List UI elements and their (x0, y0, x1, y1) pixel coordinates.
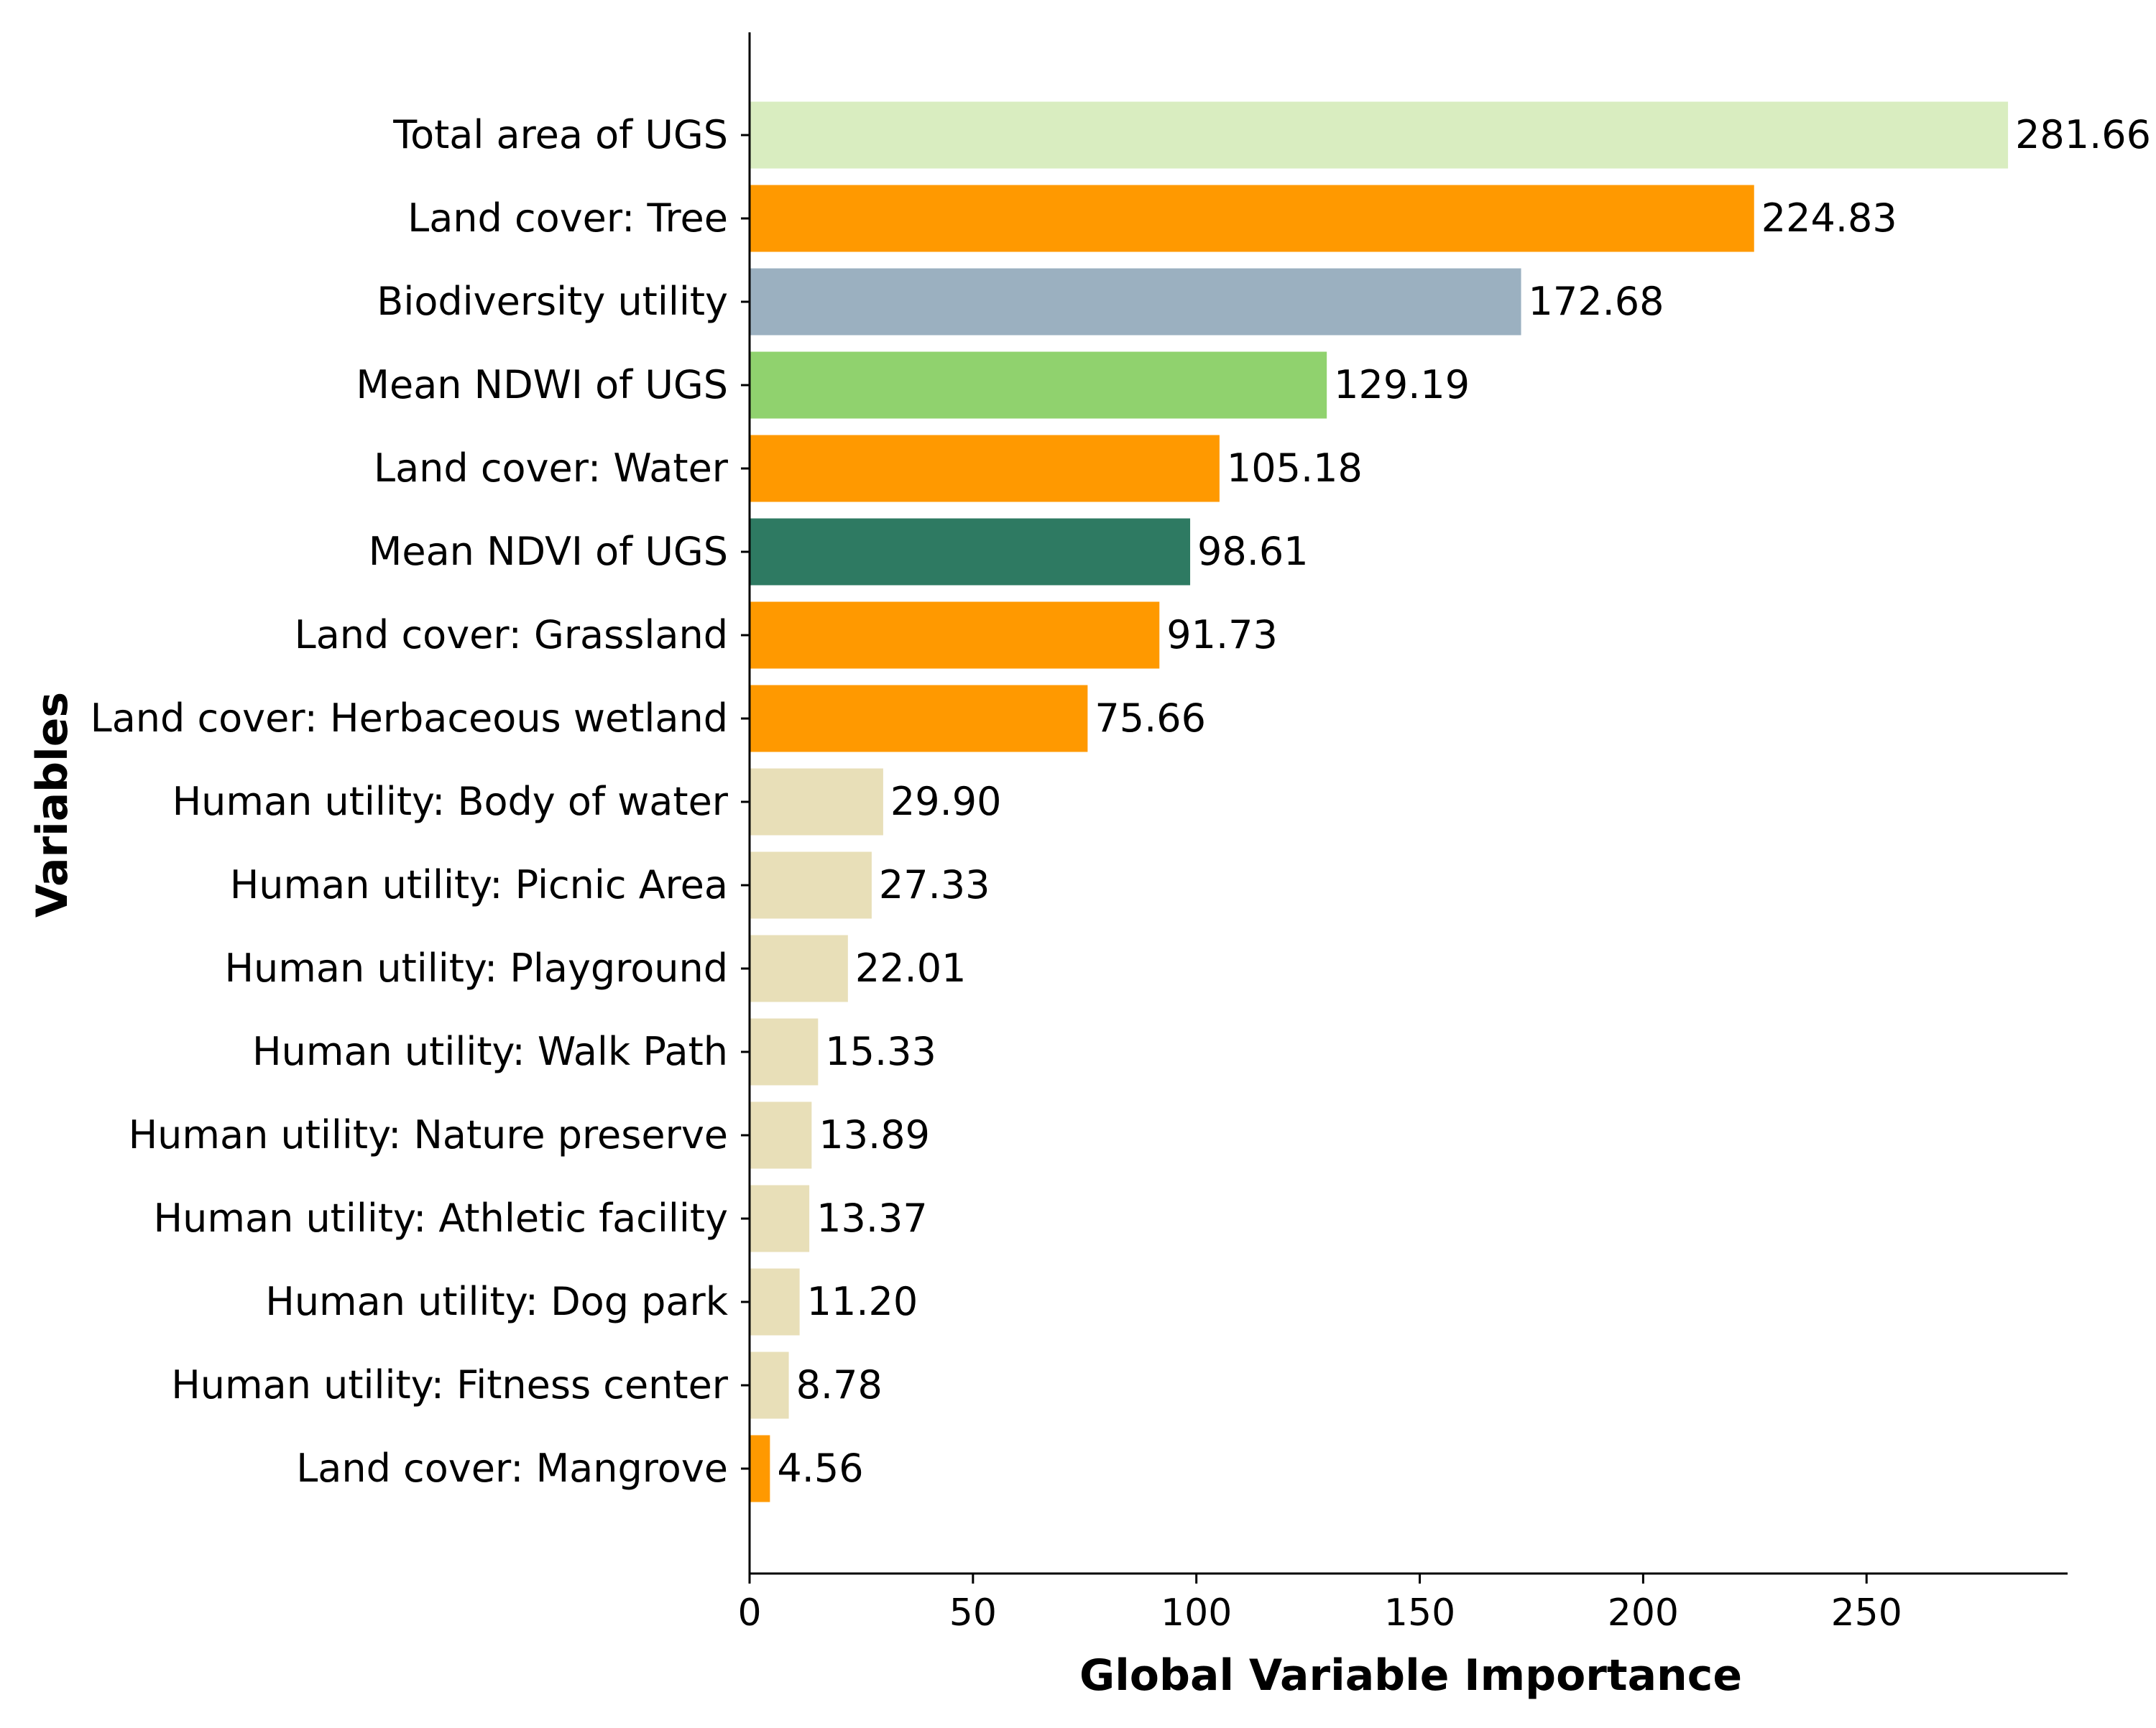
x-axis-title: Global Variable Importance (1079, 1650, 1742, 1701)
bar (750, 685, 1088, 752)
bar (750, 935, 848, 1002)
x-tick-label: 100 (1161, 1591, 1232, 1635)
bar (750, 768, 883, 836)
y-tick-label: Land cover: Grassland (295, 612, 728, 657)
x-tick-label: 250 (1831, 1591, 1902, 1635)
bar (750, 601, 1160, 669)
x-tick-label: 0 (737, 1591, 761, 1635)
value-label: 8.78 (796, 1362, 883, 1408)
bar (750, 1185, 810, 1252)
bar (750, 851, 872, 919)
y-tick-label: Human utility: Dog park (265, 1279, 729, 1324)
bar (750, 101, 2009, 169)
labels-layer: 281.66 Total area of UGS 224.83 Land cover:… (91, 112, 2151, 1491)
y-tick-label: Biodiversity utility (377, 279, 728, 324)
bar (750, 1101, 812, 1169)
value-label: 27.33 (879, 862, 990, 907)
value-label: 172.68 (1529, 279, 1664, 324)
y-axis-title: Variables (27, 692, 78, 918)
bar (750, 351, 1327, 419)
bar (750, 268, 1521, 336)
bar (750, 1268, 800, 1336)
y-tick-label: Mean NDVI of UGS (369, 529, 728, 574)
y-tick-label: Land cover: Herbaceous wetland (91, 696, 728, 741)
value-label: 13.89 (819, 1112, 930, 1158)
value-label: 98.61 (1197, 529, 1309, 574)
bar (750, 1435, 770, 1502)
y-tick-label: Human utility: Nature preserve (129, 1112, 728, 1158)
y-tick-label: Human utility: Picnic Area (230, 862, 728, 907)
bar (750, 1018, 819, 1086)
y-tick-label: Human utility: Playground (224, 946, 728, 991)
ticks-layer: 0 50 100 150 200 250 (737, 134, 1902, 1635)
value-label: 91.73 (1166, 612, 1278, 657)
y-tick-label: Human utility: Walk Path (252, 1029, 728, 1074)
y-tick-label: Land cover: Tree (407, 195, 728, 241)
y-tick-label: Human utility: Body of water (172, 779, 729, 824)
value-label: 15.33 (825, 1029, 936, 1074)
value-label: 4.56 (777, 1446, 863, 1491)
y-tick-label: Land cover: Water (374, 445, 729, 491)
y-tick-label: Human utility: Athletic facility (154, 1196, 728, 1241)
value-label: 11.20 (807, 1279, 918, 1324)
value-label: 281.66 (2015, 112, 2151, 157)
bar (750, 518, 1191, 586)
value-label: 129.19 (1334, 362, 1470, 407)
value-label: 13.37 (816, 1196, 928, 1241)
bars-layer (750, 101, 2009, 1502)
value-label: 224.83 (1761, 195, 1897, 241)
bar (750, 435, 1220, 502)
bar (750, 1352, 789, 1419)
y-tick-label: Mean NDWI of UGS (356, 362, 728, 407)
value-label: 105.18 (1227, 445, 1363, 491)
y-tick-label: Human utility: Fitness center (171, 1362, 729, 1408)
value-label: 29.90 (890, 779, 1002, 824)
x-tick-label: 200 (1608, 1591, 1679, 1635)
value-label: 22.01 (855, 946, 967, 991)
y-tick-label: Land cover: Mangrove (296, 1446, 728, 1491)
y-tick-label: Total area of UGS (392, 112, 728, 157)
x-tick-label: 150 (1384, 1591, 1455, 1635)
bar (750, 185, 1754, 252)
x-tick-label: 50 (949, 1591, 997, 1635)
value-label: 75.66 (1095, 696, 1206, 741)
